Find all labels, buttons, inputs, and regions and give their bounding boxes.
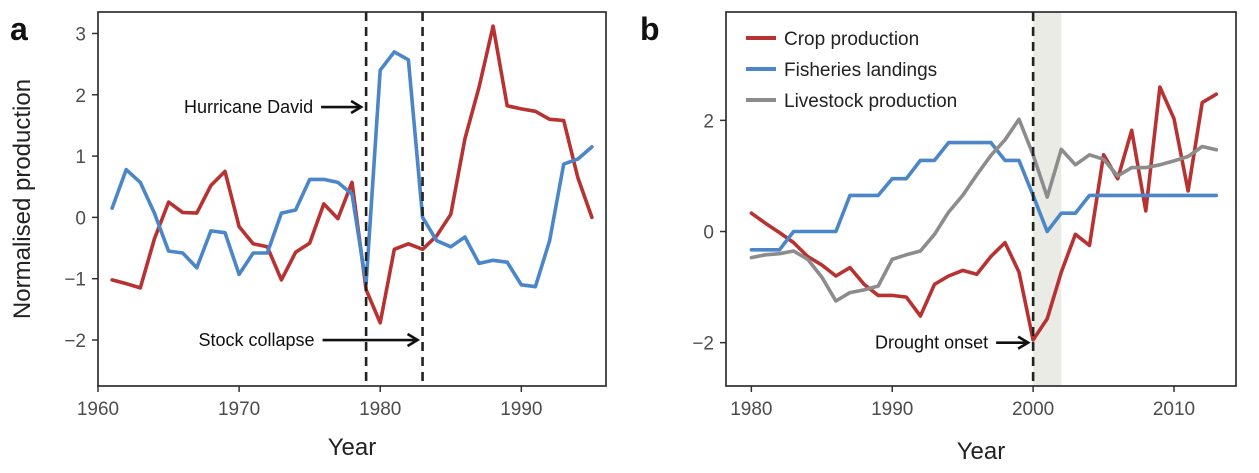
y-tick-label: −2	[692, 334, 714, 355]
y-tick-label: 1	[75, 147, 86, 168]
series-line-series-2	[110, 50, 594, 289]
series-line-livestock-production	[749, 117, 1219, 303]
y-tick-label: 0	[703, 223, 714, 244]
series-line-fisheries-landings	[749, 140, 1219, 252]
annotation-label: Hurricane David	[184, 97, 313, 117]
x-axis-title: Year	[957, 438, 1006, 465]
annotation-arrowhead	[350, 99, 364, 115]
y-tick-label: 2	[75, 86, 86, 107]
x-tick-label: 1980	[730, 399, 772, 420]
x-tick-label: 2010	[1153, 399, 1195, 420]
legend-label: Livestock production	[784, 91, 957, 112]
x-tick-label: 1990	[500, 399, 542, 420]
annotation-label: Stock collapse	[198, 330, 314, 350]
legend-label: Crop production	[784, 29, 919, 50]
panel-label: b	[640, 11, 660, 47]
annotation-arrowhead	[406, 332, 421, 348]
panel-a: a 1960 1970 1980 1990 −2 −1 0 1 2 3 Year Normalised …	[9, 11, 607, 461]
y-axis-title: Normalised production	[9, 79, 36, 319]
annotation-arrowhead	[1017, 335, 1031, 350]
plot-frame	[97, 11, 607, 387]
x-tick-label: 1990	[871, 399, 913, 420]
y-tick-label: −1	[64, 270, 86, 291]
y-tick-label: 0	[75, 208, 86, 229]
series-line-series-1	[110, 24, 594, 325]
x-axis-title: Year	[328, 434, 377, 461]
x-tick-label: 1960	[77, 399, 119, 420]
shaded-region	[1033, 12, 1062, 386]
y-tick-label: 3	[75, 24, 86, 45]
series-line-crop-production	[749, 85, 1219, 342]
annotation-label: Drought onset	[875, 333, 988, 353]
y-tick-label: −2	[64, 331, 86, 352]
legend-label: Fisheries landings	[784, 60, 937, 81]
y-tick-label: 2	[703, 111, 714, 132]
x-tick-label: 2000	[1012, 399, 1054, 420]
panel-b: b 1980 1990 2000 2010 −2 0 2 Year Drought onset Cr…	[640, 11, 1237, 465]
plot-frame	[725, 11, 1237, 387]
x-tick-label: 1970	[218, 399, 260, 420]
x-tick-label: 1980	[359, 399, 401, 420]
panel-label: a	[10, 11, 28, 47]
